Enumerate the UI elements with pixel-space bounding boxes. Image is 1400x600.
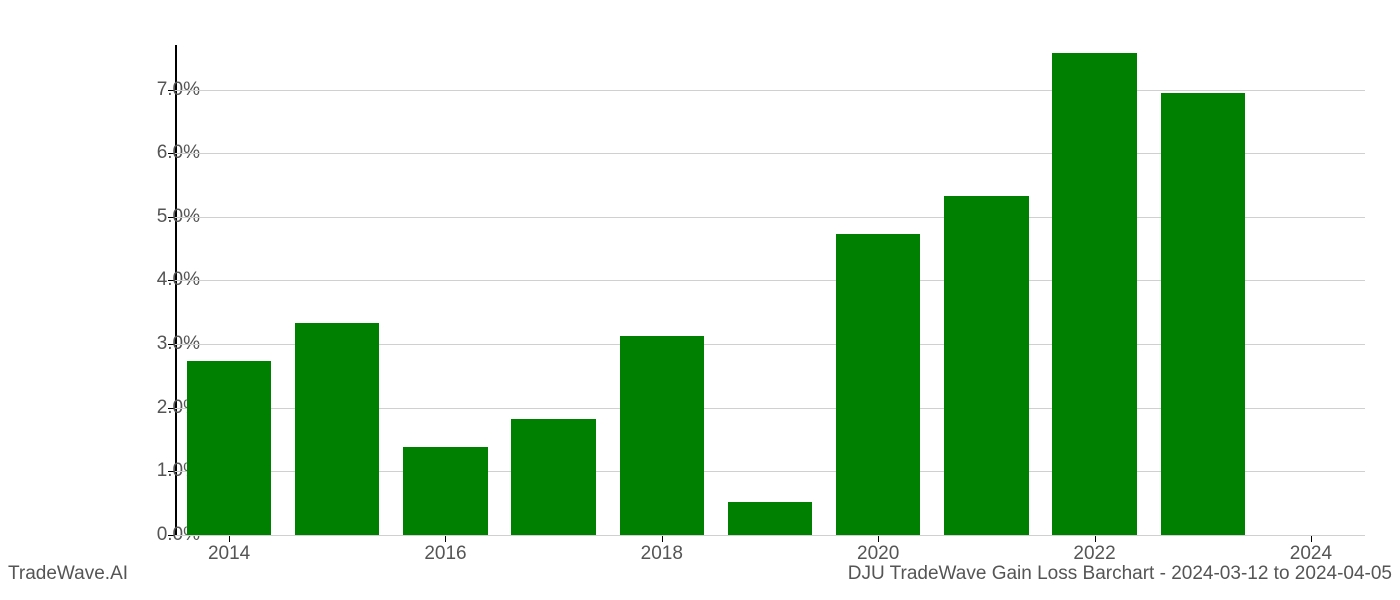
x-axis-label: 2016	[424, 543, 466, 565]
bar	[620, 336, 704, 535]
x-axis-label: 2014	[208, 543, 250, 565]
bar	[944, 196, 1028, 535]
x-axis-label: 2022	[1073, 543, 1115, 565]
gridline	[175, 90, 1365, 91]
gridline	[175, 535, 1365, 536]
bar	[1161, 93, 1245, 535]
x-tick	[1095, 535, 1096, 542]
bar	[403, 447, 487, 535]
x-axis-label: 2018	[641, 543, 683, 565]
x-axis-label: 2024	[1290, 543, 1332, 565]
chart-container	[175, 45, 1365, 535]
x-tick	[662, 535, 663, 542]
x-tick	[445, 535, 446, 542]
bar	[1052, 53, 1136, 535]
bar	[187, 361, 271, 535]
bar	[511, 419, 595, 535]
footer-left: TradeWave.AI	[8, 563, 128, 585]
x-tick	[229, 535, 230, 542]
bar	[728, 502, 812, 535]
x-tick	[1311, 535, 1312, 542]
plot-area	[175, 45, 1365, 535]
footer-right: DJU TradeWave Gain Loss Barchart - 2024-…	[848, 563, 1392, 585]
x-tick	[878, 535, 879, 542]
bar	[295, 323, 379, 535]
x-axis-label: 2020	[857, 543, 899, 565]
bar	[836, 234, 920, 535]
